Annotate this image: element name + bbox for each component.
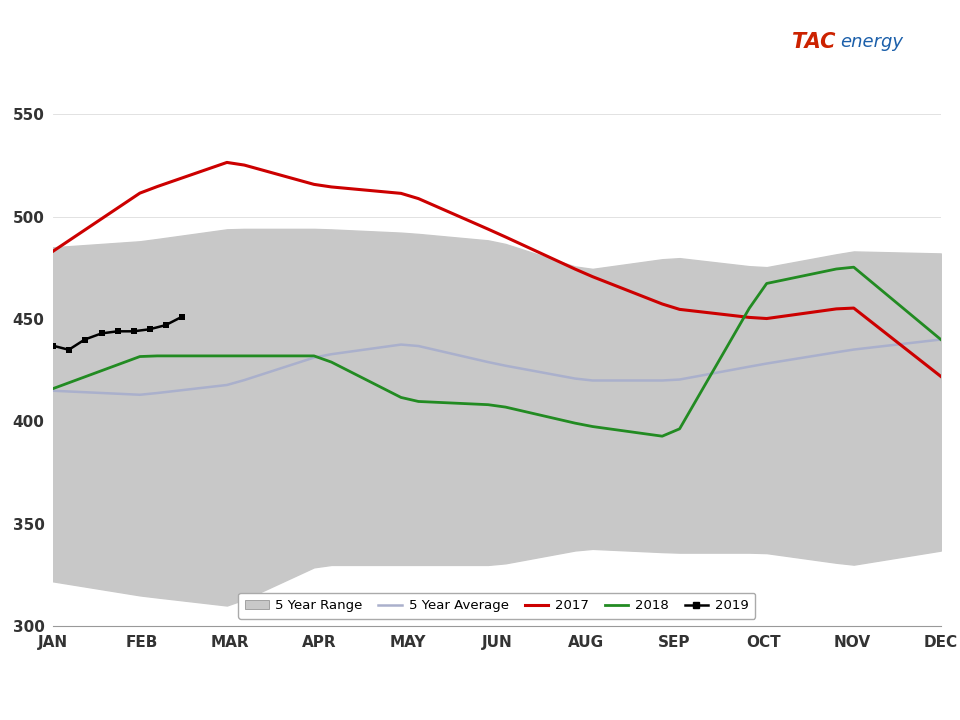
Text: energy: energy — [840, 33, 903, 51]
Legend: 5 Year Range, 5 Year Average, 2017, 2018, 2019: 5 Year Range, 5 Year Average, 2017, 2018… — [238, 593, 756, 618]
Text: TAC: TAC — [792, 32, 835, 53]
Text: Crude Stocks  TOTAL US: Crude Stocks TOTAL US — [234, 24, 591, 51]
